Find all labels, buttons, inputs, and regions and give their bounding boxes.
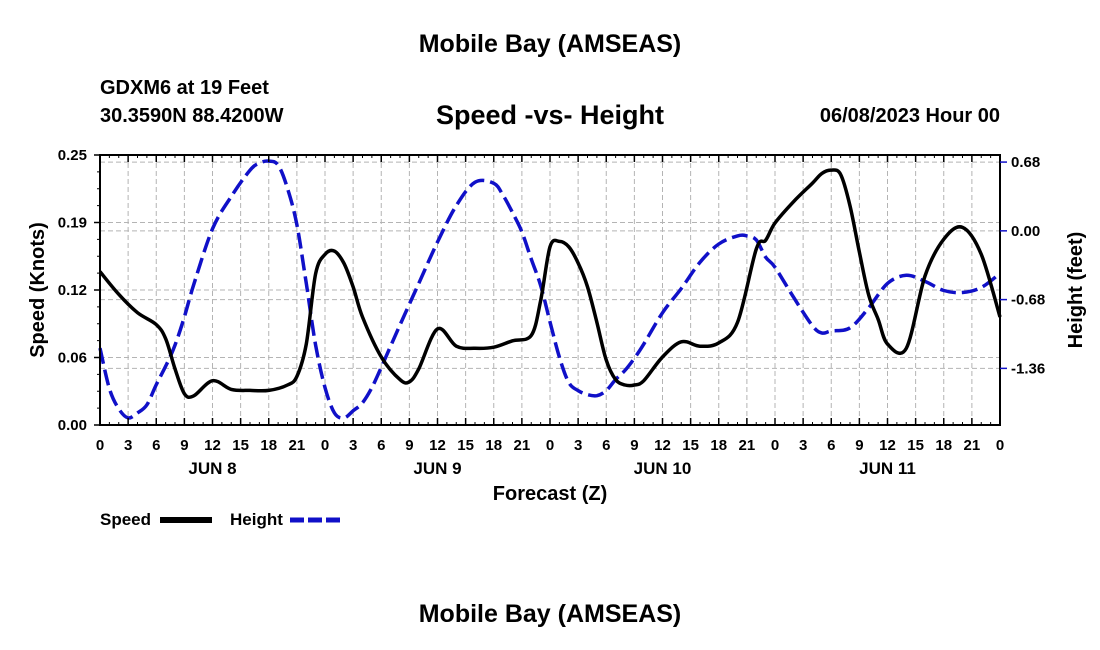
x-tick-label: 3 — [574, 437, 582, 454]
x-tick-label: 3 — [349, 437, 357, 454]
x-tick-label: 21 — [514, 437, 531, 454]
chart-subtitle: Speed -vs- Height — [435, 100, 665, 130]
x-tick-label: 21 — [964, 437, 981, 454]
x-tick-label: 18 — [485, 437, 502, 454]
run-time-label: 06/08/2023 Hour 00 — [819, 105, 1000, 127]
coordinates-label: 30.3590N 88.4200W — [100, 105, 284, 127]
day-label: JUN 11 — [859, 459, 916, 478]
x-tick-label: 3 — [799, 437, 807, 454]
x-tick-label: 12 — [204, 437, 221, 454]
x-tick-label: 6 — [602, 437, 610, 454]
x-tick-label: 0 — [321, 437, 329, 454]
x-tick-label: 21 — [289, 437, 306, 454]
x-tick-label: 6 — [377, 437, 385, 454]
x-tick-label: 9 — [405, 437, 413, 454]
x-tick-label: 18 — [935, 437, 952, 454]
y-left-tick-label: 0.06 — [58, 350, 87, 367]
y-left-tick-label: 0.12 — [58, 282, 87, 299]
y-right-tick-label: -1.36 — [1011, 360, 1045, 377]
series-line-speed — [98, 168, 1002, 400]
grid-layer — [100, 155, 1000, 425]
x-tick-label: 15 — [232, 437, 249, 454]
x-tick-label: 18 — [710, 437, 727, 454]
x-tick-label: 0 — [546, 437, 554, 454]
x-tick-label: 21 — [739, 437, 756, 454]
page-title: Mobile Bay (AMSEAS) — [418, 30, 682, 58]
y-axis-left-label: Speed (Knots) — [27, 222, 49, 358]
day-label: JUN 9 — [413, 459, 461, 478]
y-axis-right-label: Height (feet) — [1065, 232, 1087, 349]
x-tick-label: 9 — [855, 437, 863, 454]
y-left-tick-label: 0.25 — [58, 147, 87, 164]
x-tick-label: 9 — [630, 437, 638, 454]
legend-height-label: Height — [230, 510, 283, 529]
x-tick-label: 12 — [879, 437, 896, 454]
y-right-tick-label: -0.68 — [1011, 292, 1045, 309]
series-layer — [98, 159, 1002, 420]
x-tick-label: 15 — [907, 437, 924, 454]
day-label: JUN 10 — [634, 459, 692, 478]
x-tick-label: 15 — [682, 437, 699, 454]
x-tick-label: 12 — [429, 437, 446, 454]
axis-layer: 0 3 6 9 12 15 18 21 0 3 6 9 12 15 18 21 0 3 6 9 12 15 18 21 0 3 6 9… — [58, 147, 1045, 478]
y-right-tick-label: 0.68 — [1011, 154, 1040, 171]
y-left-tick-label: 0.19 — [58, 215, 87, 232]
y-left-tick-label: 0.00 — [58, 417, 87, 434]
x-tick-label: 15 — [457, 437, 474, 454]
footer-title: Mobile Bay (AMSEAS) — [418, 600, 682, 628]
y-right-tick-label: 0.00 — [1011, 223, 1040, 240]
day-label: JUN 8 — [188, 459, 236, 478]
x-tick-label: 0 — [771, 437, 779, 454]
x-tick-label: 0 — [996, 437, 1004, 454]
x-tick-label: 6 — [152, 437, 160, 454]
x-tick-label: 12 — [654, 437, 671, 454]
legend-speed-label: Speed — [100, 510, 151, 529]
x-tick-label: 9 — [180, 437, 188, 454]
series-line-height — [98, 159, 1002, 420]
x-tick-label: 3 — [124, 437, 132, 454]
x-tick-label: 0 — [96, 437, 104, 454]
legend: Speed Height — [100, 510, 342, 529]
station-label: GDXM6 at 19 Feet — [100, 77, 269, 99]
x-tick-label: 18 — [260, 437, 277, 454]
x-axis-label: Forecast (Z) — [493, 483, 607, 505]
x-tick-label: 6 — [827, 437, 835, 454]
